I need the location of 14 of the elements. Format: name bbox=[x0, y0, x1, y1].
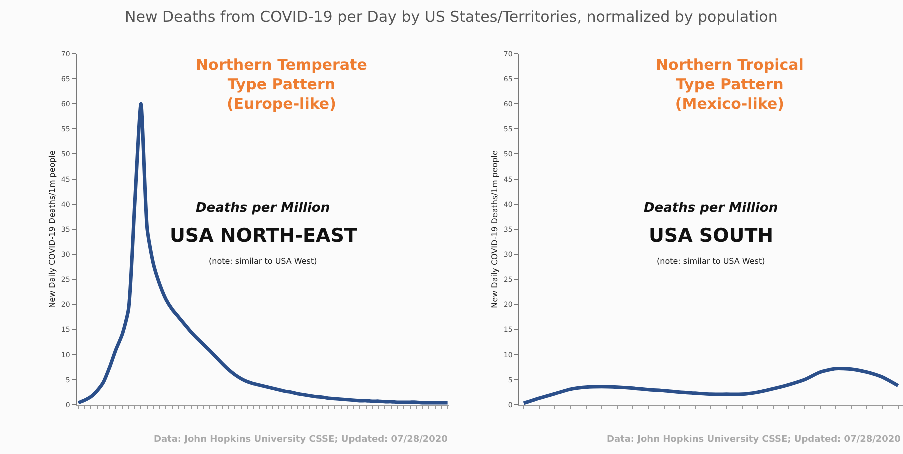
annotation: Northern Temperate Type Pattern (Europe-like) bbox=[196, 56, 368, 113]
annotation: (note: similar to USA West) bbox=[209, 257, 318, 266]
annotation: USA SOUTH bbox=[649, 225, 774, 247]
text: Data: John Hopkins University CSSE; Updated: 07/28/2020 bbox=[154, 435, 448, 445]
y-axis-title: New Daily COVID-19 Deaths/1m people bbox=[490, 150, 500, 308]
annotation: (note: similar to USA West) bbox=[657, 257, 766, 266]
annotation: Northern Tropical Type Pattern (Mexico-like) bbox=[656, 56, 804, 113]
text: Data: John Hopkins University CSSE; Updated: 07/28/2020 bbox=[607, 435, 901, 445]
annotation: Deaths per Million bbox=[196, 201, 330, 216]
y-axis-title: New Daily COVID-19 Deaths/1m people bbox=[48, 150, 58, 308]
line-series bbox=[522, 367, 900, 405]
chart-title: New Deaths from COVID-19 per Day by US States/Territories, normalized by population bbox=[125, 8, 778, 26]
annotation: USA NORTH-EAST bbox=[170, 225, 358, 247]
annotation: Deaths per Million bbox=[644, 201, 778, 216]
